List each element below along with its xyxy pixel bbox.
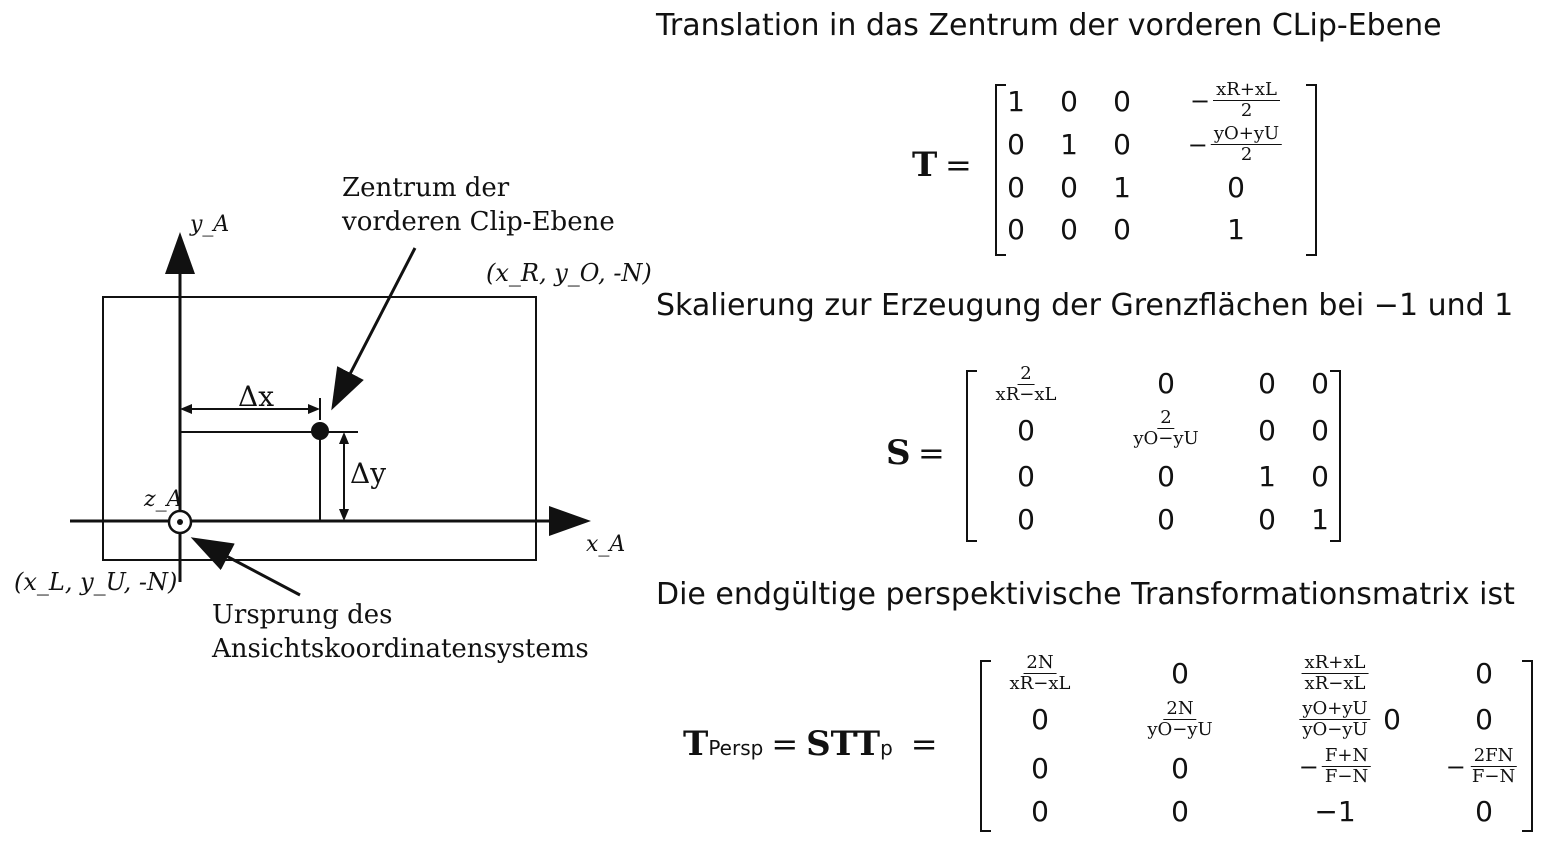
matrix-T-equals: = — [945, 146, 972, 184]
matrix-S-cell: 1 — [1258, 460, 1276, 493]
matrix-T-cell: 0 — [1060, 213, 1078, 246]
matrix-persp-cell: 0 — [1031, 795, 1049, 828]
matrix-persp-cell: 0 — [1171, 752, 1189, 785]
matrix-S-fraction: 2 yO−yU — [1133, 407, 1199, 449]
matrix-S-cell: 0 — [1311, 367, 1329, 400]
matrix-T-cell: 0 — [1007, 171, 1025, 204]
matrix-S-bracket-left — [966, 370, 977, 542]
y-axis-label: y_A — [190, 212, 230, 237]
matrix-S-name: S — [886, 433, 911, 473]
center-label-line2: vorderen Clip-Ebene — [342, 207, 615, 237]
matrix-persp-lhs: TPersp = STTp = — [683, 724, 938, 764]
matrix-T-bracket-left — [995, 84, 1006, 256]
matrix-S-cell: 0 — [1157, 503, 1175, 536]
matrix-T-cell: 0 — [1007, 128, 1025, 161]
matrix-S-cell: 0 — [1017, 460, 1035, 493]
clip-plane-rectangle — [102, 296, 537, 561]
matrix-S-cell: 0 — [1258, 503, 1276, 536]
clip-center-dot — [311, 422, 329, 440]
matrix-T-name: T — [912, 145, 938, 185]
coordinate-diagram — [70, 232, 591, 597]
matrix-T-bracket-right — [1306, 84, 1317, 256]
matrix-persp-fraction: − 2FN F−N — [1445, 745, 1517, 787]
matrix-S-cell: 0 — [1017, 414, 1035, 447]
matrix-T-cell: 1 — [1060, 128, 1078, 161]
matrix-persp-fraction: − F+N F−N — [1299, 746, 1372, 787]
matrix-persp-fraction: xR+xL xR−xL — [1301, 653, 1369, 694]
center-label-line1: Zentrum der — [342, 173, 510, 203]
matrix-T-cell: 1 — [1113, 171, 1131, 204]
matrix-T-cell: 0 — [1113, 213, 1131, 246]
matrix-S-cell: 0 — [1017, 503, 1035, 536]
center-pointer-arrow — [331, 247, 417, 411]
matrix-persp-cell: 0 — [1031, 703, 1049, 736]
matrix-S-cell: 1 — [1311, 503, 1329, 536]
matrix-persp-fraction: 2N yO−yU — [1147, 698, 1213, 740]
matrix-persp-cell: −1 — [1314, 795, 1356, 828]
matrix-persp-stray-zero: 0 — [1383, 703, 1401, 736]
matrix-S-cell: 0 — [1157, 367, 1175, 400]
heading-scaling: Skalierung zur Erzeugung der Grenzfläche… — [656, 288, 1514, 323]
matrix-T-cell: 1 — [1227, 213, 1245, 246]
matrix-persp-bracket-left — [980, 660, 991, 832]
matrix-S-cell: 0 — [1311, 414, 1329, 447]
corner-bottom-left-label: (x_L, y_U, -N) — [14, 568, 178, 596]
matrix-persp-cell: 0 — [1475, 795, 1493, 828]
matrix-T-cell: 0 — [1060, 85, 1078, 118]
matrix-T-cell: 0 — [1007, 213, 1025, 246]
delta-y-label: Δy — [350, 457, 387, 490]
matrix-T-cell: 0 — [1113, 85, 1131, 118]
matrix-S-bracket-right — [1330, 370, 1341, 542]
matrix-T-cell: 1 — [1007, 85, 1025, 118]
matrix-persp-cell: 0 — [1171, 795, 1189, 828]
x-axis-label: x_A — [586, 532, 626, 557]
matrix-S-cell: 0 — [1311, 460, 1329, 493]
origin-label-line2: Ansichtskoordinatensystems — [212, 634, 589, 664]
matrix-persp-bracket-right — [1522, 660, 1533, 832]
matrix-T-cell: 0 — [1113, 128, 1131, 161]
matrix-S-cell: 0 — [1157, 460, 1175, 493]
matrix-T-cell: 0 — [1227, 171, 1245, 204]
matrix-persp-cell: 0 — [1031, 752, 1049, 785]
matrix-T-fraction: − yO+yU 2 — [1188, 124, 1283, 165]
matrix-persp-cell: 0 — [1475, 703, 1493, 736]
matrix-S-cell: 0 — [1258, 367, 1276, 400]
matrix-persp-cell: 0 — [1475, 657, 1493, 690]
matrix-T-fraction: − xR+xL 2 — [1190, 80, 1280, 121]
delta-x-label: Δx — [238, 380, 275, 413]
matrix-S-fraction: 2 xR−xL — [995, 363, 1057, 405]
z-axis-label: z_A — [144, 487, 183, 512]
matrix-persp-cell: 0 — [1171, 657, 1189, 690]
matrix-S-equals: = — [918, 434, 945, 472]
matrix-persp-fraction: 2N xR−xL — [1009, 652, 1071, 694]
heading-translation: Translation in das Zentrum der vorderen … — [656, 8, 1442, 43]
matrix-S-cell: 0 — [1258, 414, 1276, 447]
matrix-T-cell: 0 — [1060, 171, 1078, 204]
matrix-persp-fraction: yO+yU yO−yU — [1299, 699, 1371, 740]
origin-pointer-arrow — [190, 537, 301, 597]
corner-top-right-label: (x_R, y_O, -N) — [486, 259, 652, 287]
origin-label-line1: Ursprung des — [212, 600, 393, 630]
heading-final: Die endgültige perspektivische Transform… — [656, 577, 1515, 612]
